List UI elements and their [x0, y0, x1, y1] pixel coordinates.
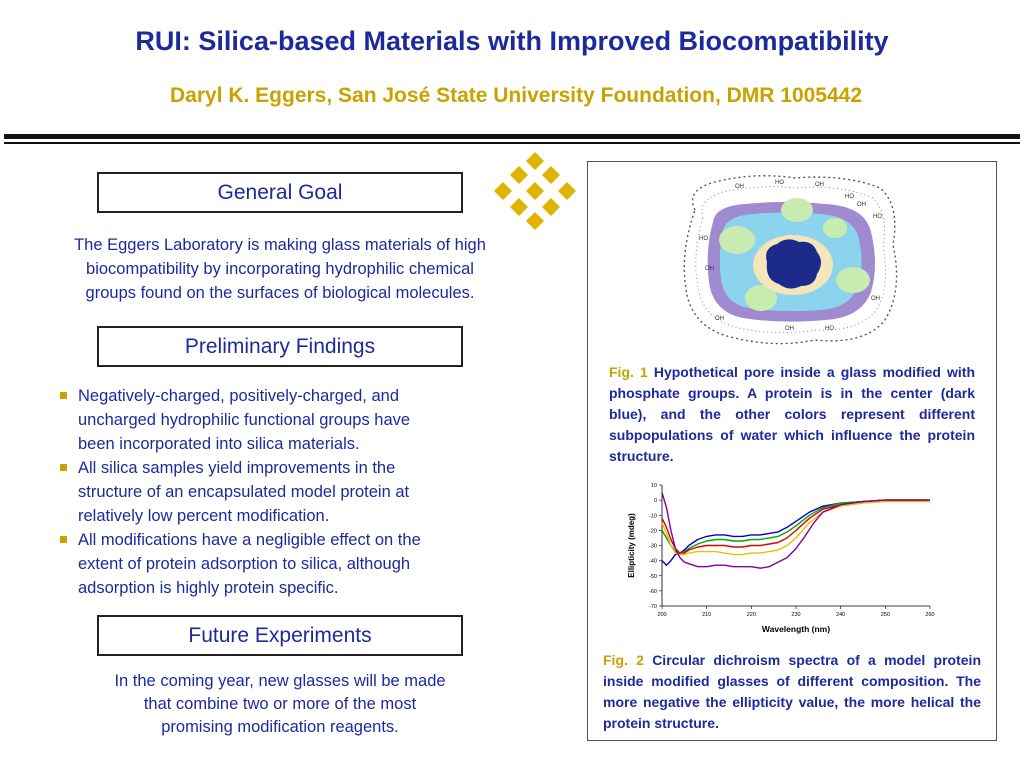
chart-series-line-2	[661, 499, 930, 554]
figure-panel: HO OH HO HO OH OH OH HO OH OH HO OH Fig. 1 Hypot…	[587, 161, 997, 741]
svg-text:OH: OH	[715, 316, 724, 322]
general-goal-heading: General Goal	[97, 172, 463, 213]
chart-series-line-4	[661, 500, 930, 556]
diamond-lattice-logo-icon	[494, 152, 576, 230]
chart-y-tick-label: -60	[649, 589, 657, 595]
chart-x-tick-label: 250	[881, 612, 890, 618]
chart-x-tick-label: 200	[657, 612, 666, 618]
finding-line: Negatively-charged, positively-charged, …	[78, 387, 400, 405]
svg-text:HO: HO	[845, 194, 854, 200]
chart-x-tick-label: 240	[836, 612, 845, 618]
general-goal-text: The Eggers Laboratory is making glass ma…	[20, 233, 540, 305]
future-line: promising modification reagents.	[161, 718, 399, 736]
page-title: RUI: Silica-based Materials with Improve…	[135, 26, 889, 56]
finding-line: uncharged hydrophilic functional groups …	[78, 411, 411, 429]
svg-text:OH: OH	[857, 202, 866, 208]
svg-text:HO: HO	[699, 236, 708, 242]
svg-text:HO: HO	[825, 326, 834, 332]
svg-text:OH: OH	[815, 182, 824, 188]
chart-y-tick-label: -40	[649, 559, 657, 565]
chart-series-line-5	[661, 492, 930, 569]
figure1-text: Hypothetical pore inside a glass modifie…	[609, 364, 975, 464]
future-experiments-heading: Future Experiments	[97, 615, 463, 656]
findings-list: Negatively-charged, positively-charged, …	[56, 384, 516, 600]
chart-x-tick-label: 220	[747, 612, 756, 618]
header-divider-thin	[4, 142, 1020, 144]
square-bullet-icon	[60, 536, 67, 543]
chart-y-tick-label: 0	[654, 498, 657, 504]
finding-line: extent of protein adsorption to silica, …	[78, 555, 411, 573]
finding-line: All silica samples yield improvements in…	[78, 459, 396, 477]
figure1-label: Fig. 1	[609, 364, 648, 380]
future-line: In the coming year, new glasses will be …	[114, 672, 446, 690]
chart-y-axis-label: Ellipticity (mdeg)	[627, 513, 636, 578]
svg-text:OH: OH	[785, 326, 794, 332]
figure2-caption: Fig. 2 Circular dichroism spectra of a m…	[603, 650, 981, 734]
list-item: Negatively-charged, positively-charged, …	[56, 384, 516, 456]
chart-x-tick-label: 210	[702, 612, 711, 618]
square-bullet-icon	[60, 392, 67, 399]
general-goal-line: biocompatibility by incorporating hydrop…	[86, 260, 474, 278]
figure1-caption: Fig. 1 Hypothetical pore inside a glass …	[609, 362, 975, 467]
chart-y-tick-label: -20	[649, 528, 657, 534]
chart-y-tick-label: -30	[649, 544, 657, 550]
future-experiments-text: In the coming year, new glasses will be …	[20, 670, 540, 739]
finding-line: All modifications have a negligible effe…	[78, 531, 421, 549]
finding-line: relatively low percent modification.	[78, 507, 330, 525]
preliminary-findings-heading: Preliminary Findings	[97, 326, 463, 367]
figure2-label: Fig. 2	[603, 652, 644, 668]
svg-text:HO: HO	[873, 214, 882, 220]
general-goal-line: groups found on the surfaces of biologic…	[85, 284, 475, 302]
header-divider-thick	[4, 134, 1020, 139]
square-bullet-icon	[60, 464, 67, 471]
svg-text:OH: OH	[705, 266, 714, 272]
finding-line: structure of an encapsulated model prote…	[78, 483, 410, 501]
chart-y-tick-label: 10	[651, 483, 657, 489]
chart-y-tick-label: -70	[649, 604, 657, 610]
list-item: All modifications have a negligible effe…	[56, 528, 516, 600]
general-goal-line: The Eggers Laboratory is making glass ma…	[74, 236, 486, 254]
page-subtitle: Daryl K. Eggers, San José State Universi…	[169, 84, 863, 107]
svg-text:HO: HO	[775, 180, 784, 186]
list-item: All silica samples yield improvements in…	[56, 456, 516, 528]
chart-y-tick-label: -10	[649, 513, 657, 519]
chart-x-tick-label: 260	[925, 612, 934, 618]
figure2-text: Circular dichroism spectra of a model pr…	[603, 652, 981, 731]
svg-text:OH: OH	[871, 296, 880, 302]
finding-line: been incorporated into silica materials.	[78, 435, 360, 453]
finding-line: adsorption is highly protein specific.	[78, 579, 339, 597]
chart-x-tick-label: 230	[791, 612, 800, 618]
chart-x-axis-label: Wavelength (nm)	[762, 624, 830, 634]
chart-series-line-1	[661, 499, 930, 566]
svg-text:OH: OH	[735, 184, 744, 190]
chart-y-tick-label: -50	[649, 574, 657, 580]
future-line: that combine two or more of the most	[143, 695, 417, 713]
chart-series-layer	[661, 492, 930, 569]
